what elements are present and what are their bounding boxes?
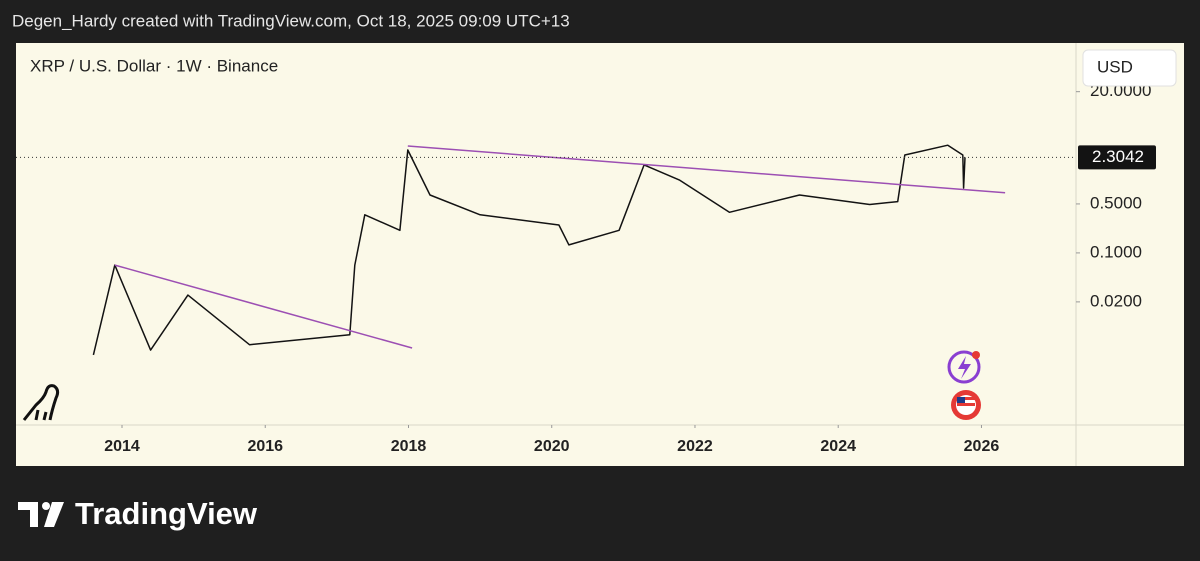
x-tick-label: 2014 <box>104 438 140 455</box>
last-price-label: 2.3042 <box>1092 147 1144 166</box>
x-tick-label: 2018 <box>391 438 427 455</box>
currency[interactable]: USD <box>1097 57 1133 76</box>
price-line <box>92 144 966 356</box>
header: Degen_Hardy created with TradingView.com… <box>12 11 570 30</box>
currency-button[interactable] <box>1082 49 1177 87</box>
trendline <box>407 145 1006 194</box>
footer-logo <box>18 502 64 527</box>
last-price-box <box>1078 145 1156 170</box>
trendline <box>114 264 413 349</box>
x-tick-label: 2026 <box>964 438 1000 455</box>
chart-title: XRP / U.S. Dollar · 1W · Binance <box>30 56 278 75</box>
x-tick-label: 2024 <box>820 438 856 455</box>
dino-logo <box>22 384 60 421</box>
x-tick-label: 2022 <box>677 438 713 455</box>
y-tick-label: 0.1000 <box>1090 242 1142 261</box>
x-tick-label: 2020 <box>534 438 570 455</box>
x-tick-label: 2016 <box>247 438 283 455</box>
y-tick-label: 0.5000 <box>1090 193 1142 212</box>
chart-panel <box>16 43 1184 466</box>
footer-brand: TradingView <box>75 496 258 531</box>
spark-icon <box>947 350 981 384</box>
flag-icon <box>951 390 981 420</box>
y-tick-label: 0.0200 <box>1090 291 1142 310</box>
plot: 2014 2016 2018 2020 2022 2024 202620.00000.500… <box>16 81 1151 455</box>
